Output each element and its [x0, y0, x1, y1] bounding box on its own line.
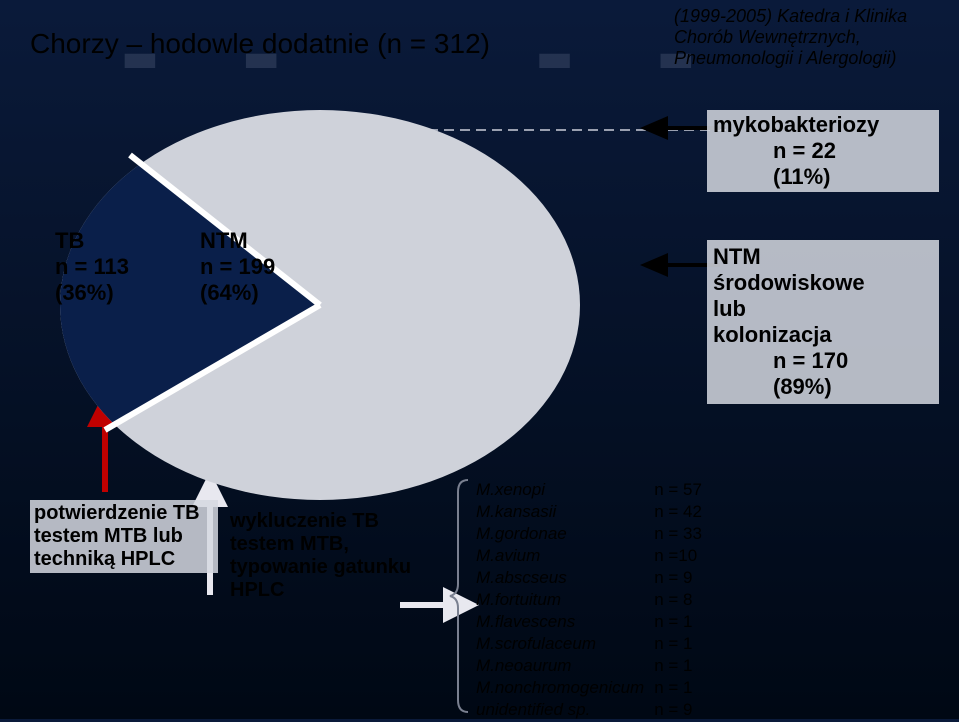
- label-exclude: wykluczenie TB testem MTB, typowanie gat…: [230, 510, 440, 602]
- page-title: Chorzy – hodowle dodatnie (n = 312): [30, 28, 490, 60]
- ntm-l3: (64%): [200, 280, 275, 306]
- species-row: M.aviumn =10: [472, 546, 706, 566]
- species-count: n = 42: [650, 502, 706, 522]
- species-name: M.scrofulaceum: [472, 634, 648, 654]
- myko-l2: n = 22: [713, 138, 933, 164]
- species-count: n = 9: [650, 568, 706, 588]
- ntm-env-l1: NTM: [713, 244, 933, 270]
- species-count: n =10: [650, 546, 706, 566]
- ntm-env-l6: (89%): [713, 374, 933, 400]
- species-name: M.nonchromogenicum: [472, 678, 648, 698]
- species-name: M.abscseus: [472, 568, 648, 588]
- tb-l2: n = 113: [55, 254, 129, 280]
- myko-l1: mykobakteriozy: [713, 112, 933, 138]
- tb-l1: TB: [55, 228, 129, 254]
- species-row: M.nonchromogenicumn = 1: [472, 678, 706, 698]
- species-row: M.xenopin = 57: [472, 480, 706, 500]
- species-name: M.kansasii: [472, 502, 648, 522]
- species-count: n = 33: [650, 524, 706, 544]
- bg-decor: - - - -: [120, 0, 720, 120]
- species-name: M.xenopi: [472, 480, 648, 500]
- species-count: n = 9: [650, 700, 706, 720]
- ntm-env-l3: lub: [713, 296, 933, 322]
- species-row: M.abscseusn = 9: [472, 568, 706, 588]
- pie-label-ntm: NTM n = 199 (64%): [200, 228, 275, 306]
- species-count: n = 57: [650, 480, 706, 500]
- label-ntm-env: NTM środowiskowe lub kolonizacja n = 170…: [707, 240, 939, 404]
- species-row: M.gordonaen = 33: [472, 524, 706, 544]
- tb-l3: (36%): [55, 280, 129, 306]
- species-name: unidentified sp.: [472, 700, 648, 720]
- species-name: M.gordonae: [472, 524, 648, 544]
- label-mykobakteriozy: mykobakteriozy n = 22 (11%): [707, 110, 939, 192]
- ntm-l2: n = 199: [200, 254, 275, 280]
- pie-label-tb: TB n = 113 (36%): [55, 228, 129, 306]
- species-name: M.neoaurum: [472, 656, 648, 676]
- source-note: (1999-2005) Katedra i Klinika Chorób Wew…: [674, 6, 939, 69]
- species-name: M.avium: [472, 546, 648, 566]
- species-count: n = 1: [650, 678, 706, 698]
- ntm-env-l5: n = 170: [713, 348, 933, 374]
- species-name: M.fortuitum: [472, 590, 648, 610]
- species-row: unidentified sp.n = 9: [472, 700, 706, 720]
- species-count: n = 1: [650, 634, 706, 654]
- species-count: n = 1: [650, 656, 706, 676]
- myko-l3: (11%): [713, 164, 933, 190]
- species-brace: [450, 480, 468, 712]
- species-count: n = 1: [650, 612, 706, 632]
- species-row: M.scrofulaceumn = 1: [472, 634, 706, 654]
- ntm-env-l4: kolonizacja: [713, 322, 933, 348]
- species-table: M.xenopin = 57M.kansasiin = 42M.gordonae…: [470, 478, 708, 722]
- ntm-l1: NTM: [200, 228, 275, 254]
- species-row: M.neoaurumn = 1: [472, 656, 706, 676]
- label-confirm: potwierdzenie TB testem MTB lub techniką…: [30, 500, 218, 573]
- ntm-env-l2: środowiskowe: [713, 270, 933, 296]
- species-name: M.flavescens: [472, 612, 648, 632]
- species-count: n = 8: [650, 590, 706, 610]
- species-row: M.flavescensn = 1: [472, 612, 706, 632]
- species-row: M.kansasiin = 42: [472, 502, 706, 522]
- species-row: M.fortuitumn = 8: [472, 590, 706, 610]
